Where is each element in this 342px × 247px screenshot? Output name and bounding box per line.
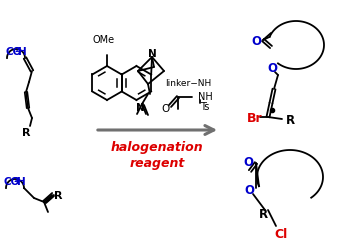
Text: Br: Br (247, 112, 263, 125)
Text: N: N (136, 103, 144, 113)
Text: halogenation: halogenation (111, 142, 203, 155)
Text: R: R (259, 208, 267, 222)
Text: R: R (22, 128, 30, 138)
Text: OMe: OMe (93, 35, 115, 45)
Text: O: O (243, 157, 253, 169)
Text: O: O (267, 62, 277, 76)
Text: R: R (54, 191, 62, 201)
Text: 2: 2 (14, 47, 19, 54)
Text: linker−NH: linker−NH (165, 79, 211, 87)
Text: N: N (148, 49, 156, 59)
Text: R: R (286, 115, 294, 127)
Text: H: H (17, 177, 26, 187)
Text: CO: CO (5, 47, 21, 57)
Text: Ts: Ts (200, 102, 209, 112)
Text: 2: 2 (13, 178, 18, 184)
Text: Cl: Cl (274, 227, 288, 241)
Text: CO: CO (4, 177, 21, 187)
Text: NH: NH (198, 92, 213, 102)
Text: H: H (18, 47, 27, 57)
Text: O: O (251, 36, 261, 48)
Text: O: O (244, 185, 254, 198)
Text: reagent: reagent (129, 157, 185, 169)
Text: O: O (161, 104, 169, 114)
